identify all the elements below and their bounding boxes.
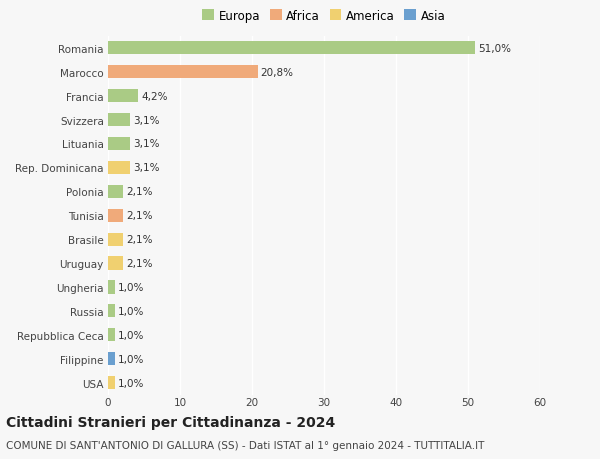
Bar [108,233,123,246]
Text: 2,1%: 2,1% [126,187,152,197]
Bar [108,209,123,222]
Text: 2,1%: 2,1% [126,258,152,269]
Bar [108,305,115,318]
Bar [108,162,130,174]
Text: Cittadini Stranieri per Cittadinanza - 2024: Cittadini Stranieri per Cittadinanza - 2… [6,415,335,429]
Text: 1,0%: 1,0% [118,354,145,364]
Bar [108,329,115,341]
Legend: Europa, Africa, America, Asia: Europa, Africa, America, Asia [197,5,451,27]
Bar [108,138,130,151]
Text: 51,0%: 51,0% [478,44,511,54]
Text: 20,8%: 20,8% [260,67,293,78]
Bar [108,281,115,294]
Bar [108,353,115,365]
Bar [108,257,123,270]
Bar [108,185,123,198]
Text: 3,1%: 3,1% [133,163,160,173]
Bar [108,114,130,127]
Text: 3,1%: 3,1% [133,139,160,149]
Text: 1,0%: 1,0% [118,378,145,388]
Text: 1,0%: 1,0% [118,282,145,292]
Text: COMUNE DI SANT'ANTONIO DI GALLURA (SS) - Dati ISTAT al 1° gennaio 2024 - TUTTITA: COMUNE DI SANT'ANTONIO DI GALLURA (SS) -… [6,440,484,450]
Bar [108,376,115,389]
Text: 2,1%: 2,1% [126,211,152,221]
Bar [108,90,138,103]
Bar [108,42,475,55]
Text: 2,1%: 2,1% [126,235,152,245]
Text: 1,0%: 1,0% [118,330,145,340]
Text: 4,2%: 4,2% [141,91,167,101]
Text: 3,1%: 3,1% [133,115,160,125]
Text: 1,0%: 1,0% [118,306,145,316]
Bar [108,66,258,79]
